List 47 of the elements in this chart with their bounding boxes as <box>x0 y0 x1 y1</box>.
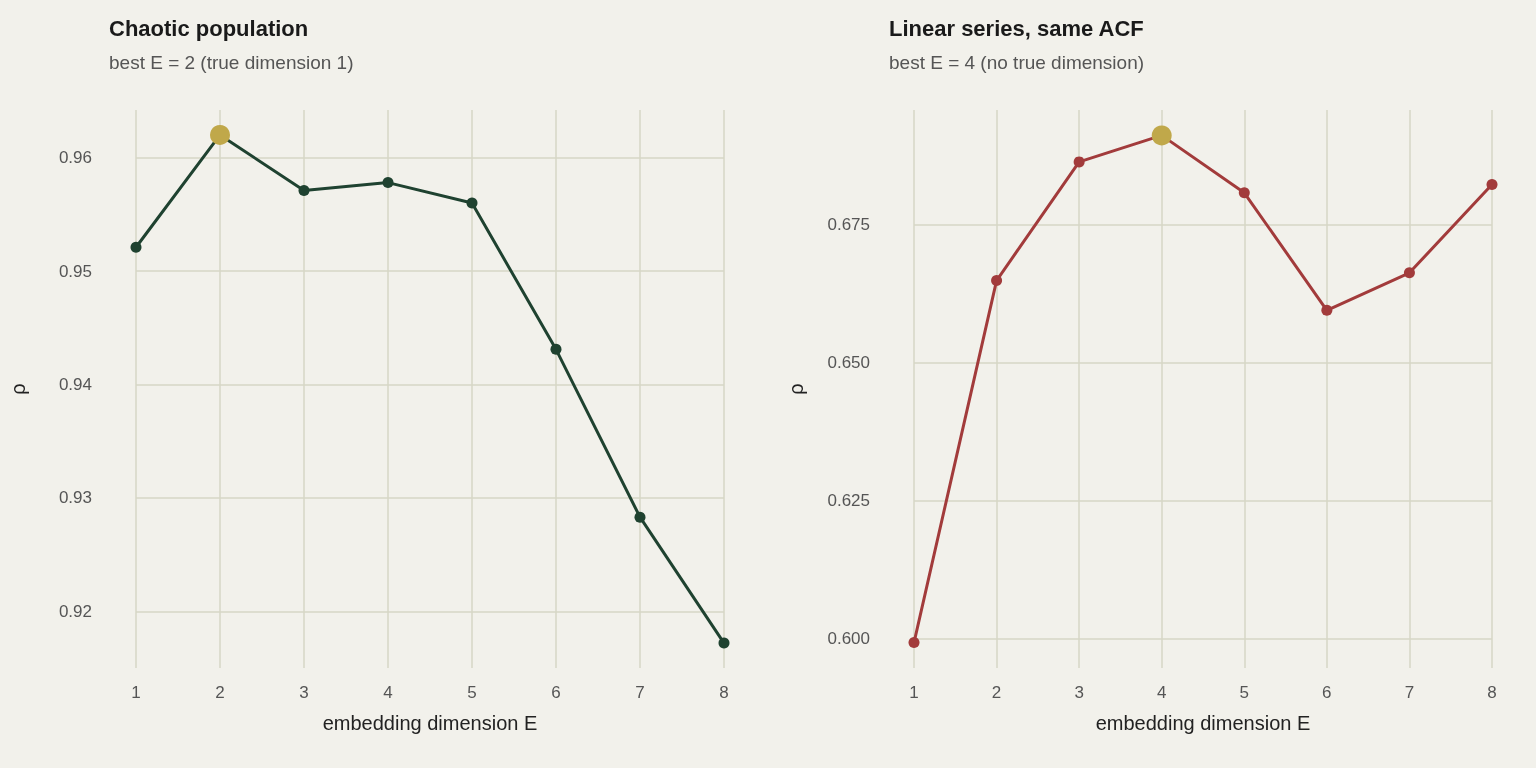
x-axis-title: embedding dimension E <box>1095 712 1311 734</box>
x-tick-label: 8 <box>719 683 729 702</box>
x-tick-label: 6 <box>551 683 561 702</box>
point <box>550 343 562 355</box>
point <box>1486 179 1498 191</box>
point <box>466 197 478 209</box>
chart-title: Chaotic population <box>109 15 309 41</box>
y-tick-label: 0.95 <box>58 261 92 281</box>
point <box>634 511 646 523</box>
y-tick-label: 0.650 <box>827 353 870 373</box>
x-tick-label: 5 <box>467 683 477 702</box>
y-tick-label: 0.675 <box>827 215 870 235</box>
y-tick-label: 0.625 <box>827 491 870 511</box>
x-tick-label: 2 <box>215 683 225 702</box>
x-tick-label: 2 <box>991 683 1002 702</box>
y-tick-label: 0.92 <box>58 601 92 621</box>
x-tick-label: 7 <box>635 683 645 702</box>
x-tick-label: 1 <box>131 683 141 702</box>
x-tick-label: 8 <box>1487 683 1497 702</box>
x-tick-label: 1 <box>909 683 919 702</box>
chart-title: Linear series, same ACF <box>889 15 1144 41</box>
x-tick-label: 4 <box>1156 683 1167 702</box>
point <box>298 185 310 197</box>
x-tick-label: 3 <box>1074 683 1084 702</box>
point <box>1073 156 1085 168</box>
point <box>1321 304 1333 316</box>
x-axis-title: embedding dimension E <box>322 712 538 734</box>
point <box>1403 267 1415 279</box>
y-axis-title: ρ <box>785 383 807 395</box>
x-tick-label: 4 <box>383 683 393 702</box>
x-tick-label: 6 <box>1322 683 1332 702</box>
y-axis-title: ρ <box>7 383 29 395</box>
y-tick-label: 0.600 <box>827 629 870 649</box>
point <box>130 241 142 253</box>
chart-subtitle: best E = 4 (no true dimension) <box>889 52 1145 73</box>
point <box>908 637 920 649</box>
y-tick-label: 0.96 <box>58 148 92 168</box>
point <box>991 275 1003 287</box>
point <box>382 177 394 189</box>
point <box>718 637 730 649</box>
x-tick-label: 3 <box>299 683 309 702</box>
y-tick-label: 0.93 <box>58 488 92 508</box>
point <box>1238 187 1250 199</box>
x-tick-label: 5 <box>1239 683 1250 702</box>
chart-subtitle: best E = 2 (true dimension 1) <box>109 52 354 73</box>
x-tick-label: 7 <box>1404 683 1415 702</box>
y-tick-label: 0.94 <box>58 374 92 394</box>
